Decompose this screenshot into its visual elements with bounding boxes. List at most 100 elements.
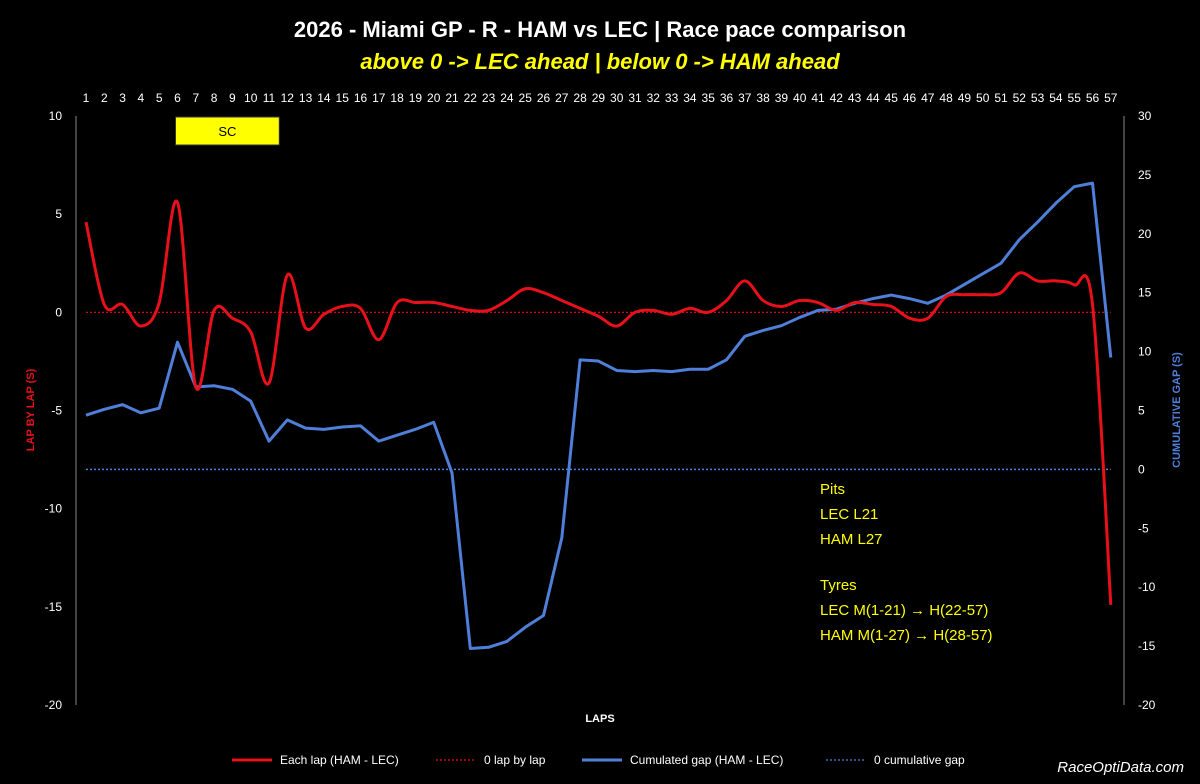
x-tick-label: 2 xyxy=(101,91,108,105)
x-tick-label: 14 xyxy=(317,91,331,105)
x-tick-label: 42 xyxy=(830,91,844,105)
right-y-tick-label: -5 xyxy=(1138,521,1149,535)
x-tick-label: 40 xyxy=(793,91,807,105)
x-tick-label: 32 xyxy=(647,91,661,105)
annotation-pits-ham: HAM L27 xyxy=(820,531,883,548)
x-tick-label: 21 xyxy=(445,91,459,105)
x-tick-label: 23 xyxy=(482,91,496,105)
sc-box-label: SC xyxy=(218,124,236,139)
right-y-tick-label: 5 xyxy=(1138,404,1145,418)
right-y-tick-label: -20 xyxy=(1138,698,1156,712)
sc-box-rect xyxy=(175,116,280,146)
left-y-tick-label: -15 xyxy=(45,600,63,614)
cumulated-gap-line xyxy=(85,181,1113,650)
x-tick-label: 3 xyxy=(119,91,126,105)
x-tick-label: 45 xyxy=(885,91,899,105)
x-tick-label: 16 xyxy=(354,91,368,105)
x-tick-label: 49 xyxy=(958,91,972,105)
x-tick-label: 6 xyxy=(174,91,181,105)
x-tick-label: 36 xyxy=(720,91,734,105)
annotation-block: Pits LEC L21 HAM L27 Tyres LEC M(1-21) →… xyxy=(820,481,993,644)
x-tick-label: 56 xyxy=(1086,91,1100,105)
right-y-tick-label: 20 xyxy=(1138,227,1152,241)
right-y-tick-label: -15 xyxy=(1138,639,1156,653)
x-tick-label: 31 xyxy=(628,91,642,105)
x-tick-label: 51 xyxy=(994,91,1008,105)
left-y-tick-label: 0 xyxy=(55,305,62,319)
x-tick-label: 37 xyxy=(738,91,752,105)
watermark: RaceOptiData.com xyxy=(1057,759,1184,776)
x-tick-labels: 1 2 3 4 5 6 7 8 9 10 11 12 13 14 15 16 17 18 19 20 21 22 23 24 2… xyxy=(83,91,1118,105)
legend-label-zero-cumulative: 0 cumulative gap xyxy=(874,753,965,767)
x-tick-label: 54 xyxy=(1049,91,1063,105)
right-y-tick-label: -10 xyxy=(1138,580,1156,594)
reference-lines xyxy=(86,311,1111,471)
x-tick-label: 26 xyxy=(537,91,551,105)
x-tick-label: 11 xyxy=(263,91,276,105)
x-tick-label: 35 xyxy=(702,91,716,105)
annotation-pits-lec: LEC L21 xyxy=(820,506,878,523)
right-y-tick-labels: 30 25 20 15 10 5 0 -5 -10 -15 -20 xyxy=(1138,109,1156,712)
legend-label-cumulated: Cumulated gap (HAM - LEC) xyxy=(630,753,783,767)
x-axis-label: LAPS xyxy=(585,713,614,725)
right-y-tick-label: 30 xyxy=(1138,109,1152,123)
each-lap-delta-line xyxy=(84,199,1113,605)
annotation-pits-title: Pits xyxy=(820,481,845,498)
legend: Each lap (HAM - LEC) 0 lap by lap Cumula… xyxy=(232,753,965,767)
x-tick-label: 41 xyxy=(811,91,825,105)
x-tick-label: 22 xyxy=(464,91,478,105)
left-y-tick-label: 10 xyxy=(49,109,63,123)
x-tick-label: 8 xyxy=(211,91,218,105)
x-tick-label: 17 xyxy=(372,91,386,105)
annotation-tyres-lec: LEC M(1-21) → H(22-57) xyxy=(820,602,988,619)
right-y-tick-label: 15 xyxy=(1138,286,1152,300)
x-tick-label: 20 xyxy=(427,91,441,105)
x-tick-label: 28 xyxy=(573,91,587,105)
annotation-tyres-ham: HAM M(1-27) → H(28-57) xyxy=(820,627,993,644)
x-tick-label: 9 xyxy=(229,91,236,105)
sc-box: SC xyxy=(175,116,280,146)
x-tick-label: 25 xyxy=(519,91,533,105)
chart-title: 2026 - Miami GP - R - HAM vs LEC | Race … xyxy=(294,17,906,42)
x-tick-label: 18 xyxy=(390,91,404,105)
x-tick-label: 57 xyxy=(1104,91,1118,105)
left-y-tick-label: -5 xyxy=(51,404,62,418)
left-y-tick-label: 5 xyxy=(55,207,62,221)
x-tick-label: 1 xyxy=(83,91,90,105)
left-y-tick-labels: 10 5 0 -5 -10 -15 -20 xyxy=(45,109,63,712)
x-tick-label: 7 xyxy=(192,91,199,105)
x-tick-label: 53 xyxy=(1031,91,1045,105)
x-tick-label: 48 xyxy=(939,91,953,105)
right-y-tick-label: 10 xyxy=(1138,345,1152,359)
legend-label-zero-lap: 0 lap by lap xyxy=(484,753,546,767)
x-tick-label: 4 xyxy=(138,91,145,105)
x-tick-label: 39 xyxy=(775,91,789,105)
x-tick-label: 13 xyxy=(299,91,313,105)
x-tick-label: 30 xyxy=(610,91,624,105)
legend-label-each-lap: Each lap (HAM - LEC) xyxy=(280,753,399,767)
x-tick-label: 10 xyxy=(244,91,258,105)
x-tick-label: 5 xyxy=(156,91,163,105)
annotation-tyres-title: Tyres xyxy=(820,577,857,594)
x-tick-label: 29 xyxy=(592,91,606,105)
chart-subtitle: above 0 -> LEC ahead | below 0 -> HAM ah… xyxy=(360,49,840,74)
x-tick-label: 24 xyxy=(500,91,514,105)
x-tick-label: 47 xyxy=(921,91,935,105)
x-tick-label: 34 xyxy=(683,91,697,105)
x-tick-label: 50 xyxy=(976,91,990,105)
x-tick-label: 12 xyxy=(281,91,295,105)
x-tick-label: 15 xyxy=(336,91,350,105)
x-tick-label: 52 xyxy=(1013,91,1027,105)
x-tick-label: 19 xyxy=(409,91,423,105)
left-y-axis-label: LAP BY LAP (S) xyxy=(25,368,37,451)
x-tick-label: 33 xyxy=(665,91,679,105)
right-y-axis-label: CUMULATIVE GAP (S) xyxy=(1171,352,1183,468)
x-tick-label: 43 xyxy=(848,91,862,105)
right-y-tick-label: 25 xyxy=(1138,168,1152,182)
x-tick-label: 38 xyxy=(756,91,770,105)
left-y-tick-label: -20 xyxy=(45,698,63,712)
left-y-tick-label: -10 xyxy=(45,502,63,516)
x-tick-label: 44 xyxy=(866,91,880,105)
x-tick-label: 27 xyxy=(555,91,569,105)
